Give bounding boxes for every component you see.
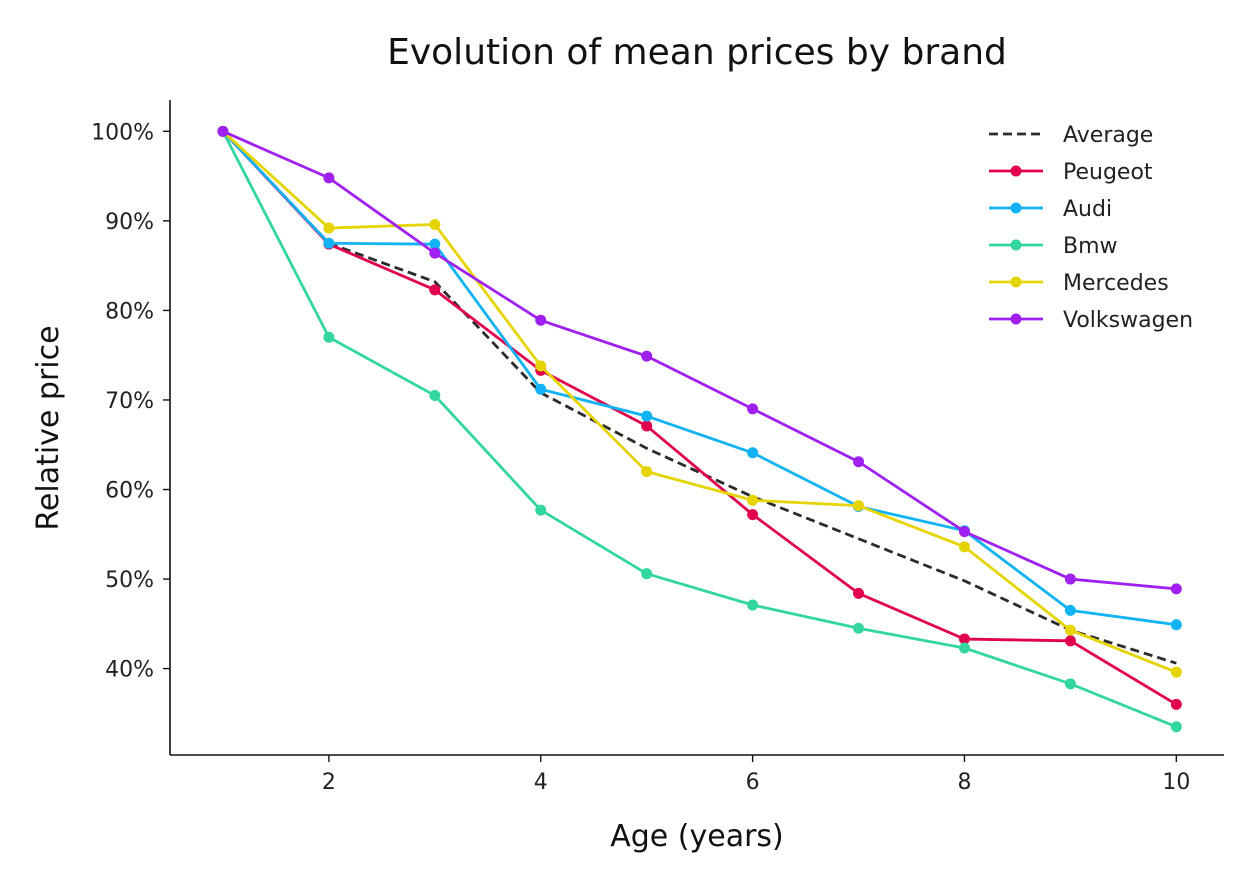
data-point-bmw xyxy=(535,504,547,516)
data-point-peugeot xyxy=(641,420,653,432)
y-tick-label: 80% xyxy=(105,299,154,324)
data-point-audi xyxy=(323,237,335,249)
data-point-audi xyxy=(747,447,759,459)
data-point-peugeot xyxy=(429,284,441,296)
legend-item-audi: Audi xyxy=(989,197,1112,222)
data-point-peugeot xyxy=(1170,698,1182,710)
x-tick-label: 10 xyxy=(1162,770,1190,795)
data-point-mercedes xyxy=(429,218,441,230)
data-point-audi xyxy=(429,238,441,250)
data-point-bmw xyxy=(323,331,335,343)
legend-marker xyxy=(1010,165,1022,177)
data-point-peugeot xyxy=(1064,635,1076,647)
data-point-volkswagen xyxy=(323,172,335,184)
series-line-average xyxy=(221,130,1177,665)
data-point-volkswagen xyxy=(535,314,547,326)
data-point-peugeot xyxy=(853,587,865,599)
y-tick-label: 60% xyxy=(105,479,154,504)
y-ticks: 40% 50% 60% 70% 80% 90% 100% xyxy=(91,120,170,683)
data-point-bmw xyxy=(641,568,653,580)
x-tick-label: 8 xyxy=(957,770,971,795)
data-point-audi xyxy=(1170,619,1182,631)
data-point-bmw xyxy=(1064,678,1076,690)
data-point-peugeot xyxy=(958,633,970,645)
data-point-volkswagen xyxy=(853,456,865,468)
y-tick-label: 50% xyxy=(105,568,154,593)
data-point-bmw xyxy=(747,599,759,611)
series-line-audi xyxy=(221,130,1177,627)
data-point-volkswagen xyxy=(1170,583,1182,595)
data-point-bmw xyxy=(1170,721,1182,733)
data-point-mercedes xyxy=(1064,624,1076,636)
y-tick-label: 40% xyxy=(105,658,154,683)
data-point-peugeot xyxy=(747,509,759,521)
series-line-peugeot xyxy=(221,130,1178,706)
legend-item-mercedes: Mercedes xyxy=(989,271,1169,296)
legend-label: Bmw xyxy=(1063,234,1118,259)
legend-marker xyxy=(1010,276,1022,288)
legend-label: Average xyxy=(1063,123,1153,148)
legend-label: Mercedes xyxy=(1063,271,1169,296)
legend-label: Peugeot xyxy=(1063,160,1153,185)
data-point-volkswagen xyxy=(1064,573,1076,585)
data-point-mercedes xyxy=(958,541,970,553)
x-tick-label: 2 xyxy=(322,770,336,795)
data-point-audi xyxy=(641,410,653,422)
data-point-volkswagen xyxy=(958,526,970,538)
data-point-mercedes xyxy=(323,222,335,234)
legend-marker xyxy=(1010,313,1022,325)
y-tick-label: 90% xyxy=(105,210,154,235)
x-tick-label: 4 xyxy=(534,770,548,795)
data-point-bmw xyxy=(958,642,970,654)
series-line-volkswagen xyxy=(222,130,1177,591)
legend-item-volkswagen: Volkswagen xyxy=(989,308,1193,333)
data-point-audi xyxy=(535,383,547,395)
data-point-mercedes xyxy=(1170,666,1182,678)
data-point-mercedes xyxy=(535,360,547,372)
legend-label: Volkswagen xyxy=(1063,308,1193,333)
x-tick-label: 6 xyxy=(746,770,760,795)
series-line-mercedes xyxy=(222,130,1177,674)
chart-title: Evolution of mean prices by brand xyxy=(387,32,1007,73)
y-tick-label: 100% xyxy=(91,120,154,145)
y-axis-label: Relative price xyxy=(31,325,66,530)
x-ticks: 2 4 6 8 10 xyxy=(322,755,1190,795)
data-point-audi xyxy=(1064,604,1076,616)
data-point-mercedes xyxy=(853,500,865,512)
legend-label: Audi xyxy=(1063,197,1112,222)
legend-item-bmw: Bmw xyxy=(989,234,1118,259)
data-point-volkswagen xyxy=(747,403,759,415)
data-point-volkswagen xyxy=(641,350,653,362)
legend-marker xyxy=(1010,239,1022,251)
data-point-volkswagen xyxy=(217,125,229,137)
legend-item-peugeot: Peugeot xyxy=(989,160,1153,185)
data-point-mercedes xyxy=(747,494,759,506)
plot-area xyxy=(217,125,1182,733)
legend-item-average: Average xyxy=(989,123,1153,148)
data-point-mercedes xyxy=(641,466,653,478)
legend-marker xyxy=(1010,202,1022,214)
x-axis-label: Age (years) xyxy=(610,819,784,854)
data-point-volkswagen xyxy=(429,247,441,259)
data-point-bmw xyxy=(853,622,865,634)
data-point-bmw xyxy=(429,389,441,401)
y-tick-label: 70% xyxy=(105,389,154,414)
series-line-bmw xyxy=(221,130,1177,729)
legend: Average Peugeot Audi Bmw Mercedes Volkswagen xyxy=(989,123,1193,333)
